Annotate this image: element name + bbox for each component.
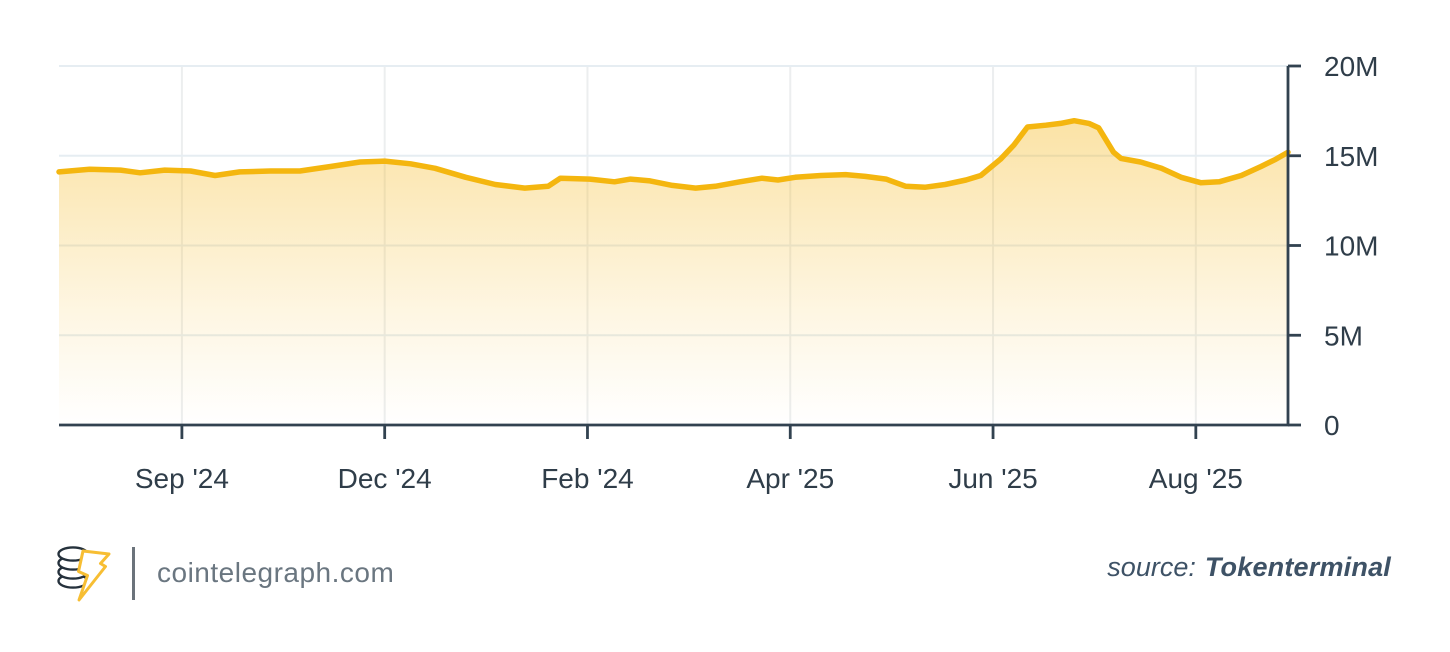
source-name-label: Tokenterminal: [1204, 552, 1391, 582]
y-tick-label: 0: [1324, 410, 1340, 441]
x-tick-label: Dec '24: [338, 463, 432, 494]
x-tick-label: Aug '25: [1149, 463, 1243, 494]
y-tick-label: 15M: [1324, 141, 1378, 172]
cointelegraph-logo-icon: [57, 546, 111, 602]
area-fill: [59, 120, 1288, 425]
brand-lockup: cointelegraph.com: [56, 542, 394, 604]
source-prefix-label: source:: [1107, 552, 1196, 582]
footer: cointelegraph.com source: Tokenterminal: [0, 538, 1450, 608]
y-tick-label: 5M: [1324, 320, 1363, 351]
x-tick-label: Sep '24: [135, 463, 229, 494]
x-tick-label: Feb '24: [541, 463, 634, 494]
y-tick-label: 20M: [1324, 51, 1378, 82]
x-tick-label: Apr '25: [746, 463, 834, 494]
axis-labels: 0 5M 10M 15M 20M Sep '24 Dec '24 Feb '24 Apr '25…: [135, 51, 1379, 494]
data-line: [56, 117, 1291, 191]
brand-divider: [132, 546, 135, 600]
site-label: cointelegraph.com: [157, 557, 395, 588]
x-tick-label: Jun '25: [948, 463, 1037, 494]
lightning-bolt-icon: [77, 549, 111, 602]
stablecoin-supply-area-chart: 0 5M 10M 15M 20M Sep '24 Dec '24 Feb '24 Apr '25…: [56, 51, 1379, 494]
axes: [59, 64, 1301, 439]
source-credit: source: Tokenterminal: [1107, 552, 1391, 583]
y-tick-label: 10M: [1324, 231, 1378, 262]
